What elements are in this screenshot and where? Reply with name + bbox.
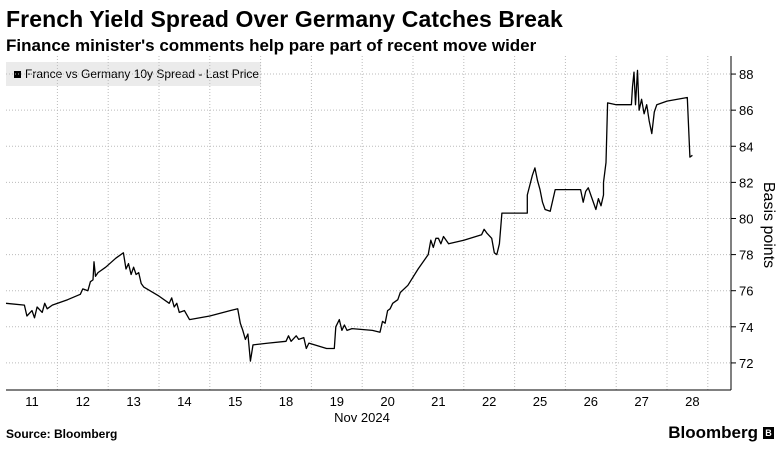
- y-tick-label: 86: [739, 103, 753, 118]
- bloomberg-terminal-icon: B: [763, 427, 774, 439]
- brand-name: Bloomberg: [668, 423, 758, 442]
- y-tick-label: 88: [739, 67, 753, 82]
- y-tick-label: 78: [739, 248, 753, 263]
- x-tick-label: 14: [177, 394, 191, 409]
- x-tick-label: 15: [228, 394, 242, 409]
- x-tick-label: 11: [25, 394, 39, 409]
- series-line: [5, 69, 693, 362]
- x-tick-label: 28: [685, 394, 699, 409]
- source-note: Source: Bloomberg: [6, 427, 118, 441]
- x-tick-label: 18: [279, 394, 293, 409]
- brand-logo: Bloomberg B: [668, 423, 774, 443]
- x-tick-label: 21: [431, 394, 445, 409]
- y-axis-title: Basis points: [760, 182, 777, 268]
- legend-label: France vs Germany 10y Spread - Last Pric…: [25, 67, 260, 81]
- legend-swatch: [14, 70, 21, 78]
- x-tick-label: 27: [634, 394, 648, 409]
- y-tick-label: 72: [739, 356, 753, 371]
- y-tick-label: 74: [739, 320, 753, 335]
- x-tick-label: 13: [126, 394, 140, 409]
- x-tick-label: 22: [482, 394, 496, 409]
- y-tick-label: 80: [739, 211, 753, 226]
- x-tick-label: 12: [76, 394, 90, 409]
- y-tick-label: 84: [739, 139, 753, 154]
- x-tick-label: 20: [380, 394, 394, 409]
- x-tick-label: 19: [330, 394, 344, 409]
- x-tick-label: 25: [533, 394, 547, 409]
- y-tick-label: 82: [739, 175, 753, 190]
- chart-title: French Yield Spread Over Germany Catches…: [6, 6, 563, 32]
- y-tick-label: 76: [739, 284, 753, 299]
- chart-subtitle: Finance minister's comments help pare pa…: [6, 36, 537, 55]
- x-axis-label: Nov 2024: [334, 410, 390, 425]
- x-tick-label: 26: [584, 394, 598, 409]
